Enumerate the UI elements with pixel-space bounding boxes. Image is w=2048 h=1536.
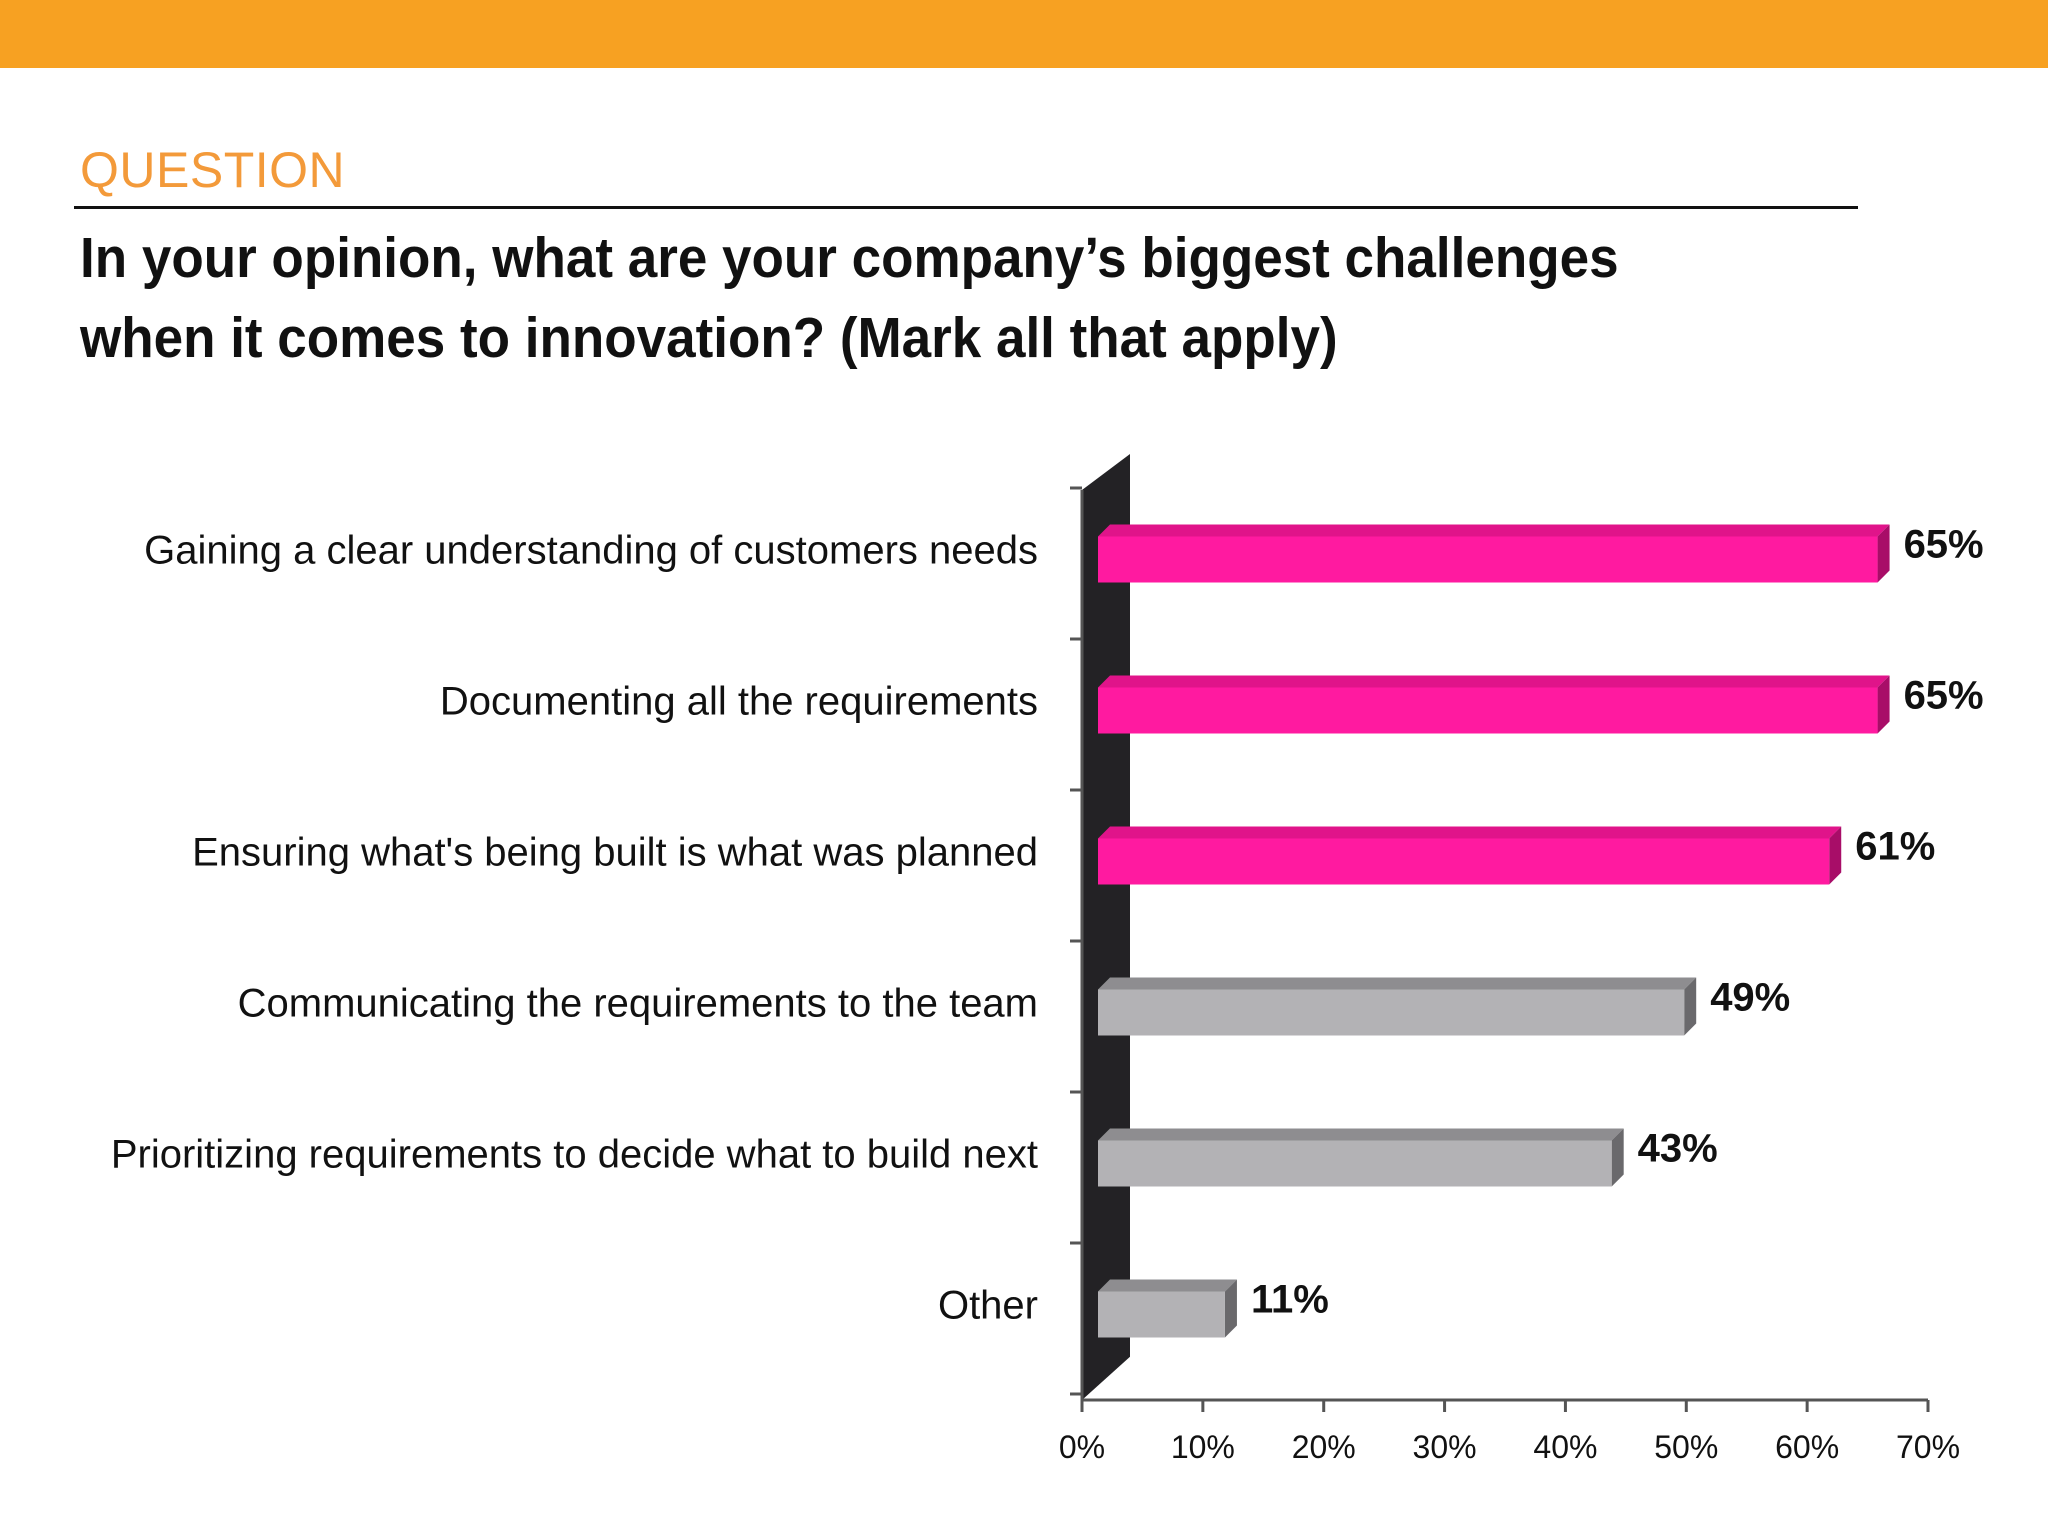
x-tick-label: 0% (1059, 1429, 1105, 1465)
x-tick-label: 70% (1896, 1429, 1960, 1465)
category-label: Ensuring what's being built is what was … (192, 831, 1038, 875)
data-label: 65% (1904, 674, 1984, 718)
x-tick-label: 60% (1775, 1429, 1839, 1465)
bar-top-face (1098, 977, 1697, 990)
header-rule (74, 206, 1858, 209)
bar-top-face (1098, 675, 1890, 688)
data-label: 11% (1251, 1278, 1329, 1322)
x-tick-label: 20% (1292, 1429, 1356, 1465)
x-tick-label: 50% (1654, 1429, 1718, 1465)
section-eyebrow: QUESTION (80, 142, 346, 198)
category-label: Communicating the requirements to the te… (238, 982, 1038, 1026)
bar-side-face (1684, 977, 1697, 1036)
category-label: Other (938, 1284, 1038, 1328)
bar (1098, 1140, 1612, 1187)
category-label: Gaining a clear understanding of custome… (144, 529, 1038, 573)
data-label: 61% (1855, 825, 1935, 869)
bar (1098, 838, 1830, 885)
bar-side-face (1877, 675, 1890, 734)
category-label: Documenting all the requirements (440, 680, 1038, 724)
data-label: 49% (1710, 976, 1790, 1020)
bar-side-face (1224, 1279, 1237, 1338)
chart-back-wall (1082, 454, 1130, 1400)
bar (1098, 989, 1685, 1036)
bar-top-face (1098, 524, 1890, 537)
x-tick-label: 40% (1533, 1429, 1597, 1465)
bar-side-face (1829, 826, 1842, 885)
data-label: 43% (1638, 1127, 1718, 1171)
top-accent-band (0, 0, 2048, 68)
question-title: In your opinion, what are your company’s… (80, 226, 1619, 370)
x-tick-label: 10% (1171, 1429, 1235, 1465)
bar-top-face (1098, 826, 1842, 839)
bar-top-face (1098, 1128, 1624, 1141)
bar (1098, 687, 1878, 734)
data-label: 65% (1904, 523, 1984, 567)
bar (1098, 1291, 1225, 1338)
bar-side-face (1877, 524, 1890, 583)
bar-side-face (1611, 1128, 1624, 1187)
x-tick-label: 30% (1413, 1429, 1477, 1465)
bar-top-face (1098, 1279, 1237, 1292)
category-label: Prioritizing requirements to decide what… (111, 1133, 1038, 1177)
bar (1098, 536, 1878, 583)
